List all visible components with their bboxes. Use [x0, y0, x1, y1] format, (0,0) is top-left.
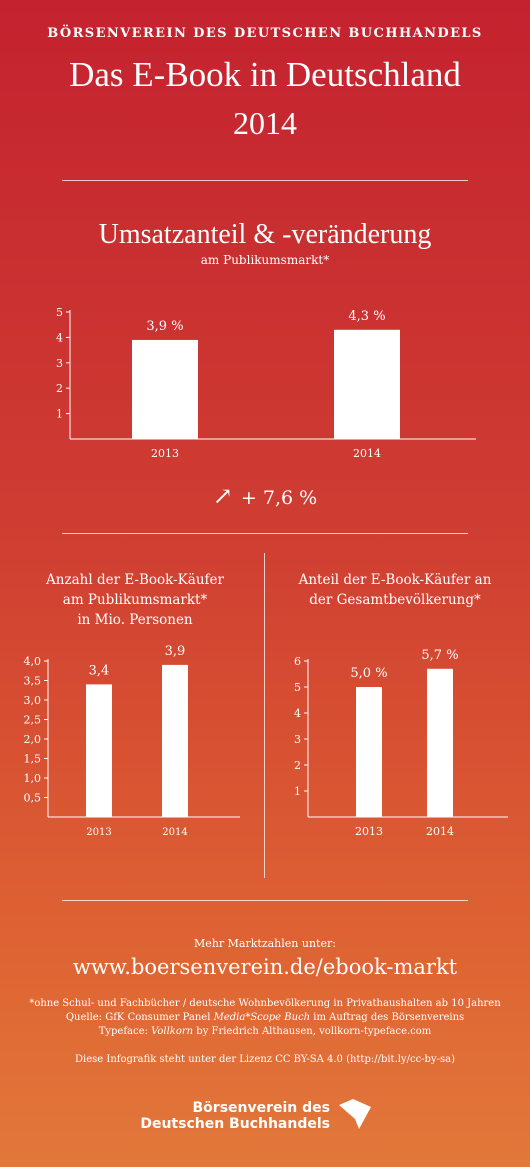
chart-buyers-count: 0,5 1,0 1,5 2,0 2,5 3,0 3,5 4,0 3,4 2013 3,9 2014 — [24, 644, 240, 838]
y-tick-label: 5 — [294, 681, 301, 694]
page-year: 2014 — [233, 105, 297, 141]
category-label: 2013 — [86, 827, 111, 838]
bar-2013 — [86, 684, 112, 817]
source-italic: Media*Scope Buch — [213, 1012, 311, 1023]
data-label: 5,0 % — [350, 666, 387, 681]
y-tick-label: 4 — [294, 707, 301, 720]
bar-2013 — [356, 687, 382, 817]
section-subtitle: am Publikumsmarkt* — [200, 253, 330, 267]
typeface-suffix: by Friedrich Althausen, vollkorn-typefac… — [193, 1026, 432, 1037]
y-tick-label: 4,0 — [24, 655, 42, 668]
divider-top — [62, 180, 468, 181]
panel-right-title-line-2: der Gesamtbevölkerung* — [309, 592, 481, 608]
typeface-prefix: Typeface: — [98, 1026, 152, 1037]
y-tick-label: 1,0 — [24, 772, 42, 785]
panel-right-title: Anteil der E-Book-Käufer an der Gesamtbe… — [275, 570, 515, 610]
divider-vertical — [264, 553, 265, 878]
footnote: *ohne Schul- und Fachbücher / deutsche W… — [29, 998, 501, 1009]
panel-left-title-line-3: in Mio. Personen — [77, 612, 193, 628]
data-label: 3,9 % — [146, 319, 183, 334]
y-tick-label: 4 — [56, 331, 63, 344]
panel-left-title-line-2: am Publikumsmarkt* — [62, 592, 208, 608]
more-data-label: Mehr Marktzahlen unter: — [194, 937, 336, 950]
logo-text: Börsenverein des Deutschen Buchhandels — [140, 1100, 330, 1132]
section-title: Umsatzanteil & -veränderung — [98, 219, 432, 250]
category-label: 2013 — [355, 825, 383, 838]
bar-2014 — [334, 329, 400, 439]
y-tick-label: 0,5 — [24, 792, 42, 805]
chart-buyers-share: 1 2 3 4 5 6 5,0 % 2013 5,7 % 2014 — [294, 648, 508, 838]
bar-2013 — [132, 339, 198, 439]
bar-2014 — [427, 668, 453, 817]
category-label: 2014 — [353, 447, 381, 460]
typeface-italic: Vollkorn — [151, 1026, 194, 1037]
logo-line-2: Deutschen Buchhandels — [140, 1116, 330, 1132]
category-label: 2014 — [162, 827, 187, 838]
change-value: + 7,6 % — [240, 487, 318, 509]
divider-bottom — [62, 900, 468, 901]
y-tick-label: 3,5 — [24, 675, 42, 688]
y-tick-label: 3,0 — [24, 694, 42, 707]
data-label: 3,4 — [89, 663, 110, 678]
y-tick-label: 6 — [294, 655, 301, 668]
y-tick-label: 5 — [56, 306, 63, 319]
source-suffix: im Auftrag des Börsenvereins — [310, 1012, 465, 1023]
change-indicator: ↗ + 7,6 % — [0, 482, 530, 510]
source-line: Quelle: GfK Consumer Panel Media*Scope B… — [0, 1011, 530, 1025]
panel-right-title-line-1: Anteil der E-Book-Käufer an — [298, 572, 492, 588]
typeface-line: Typeface: Vollkorn by Friedrich Althause… — [0, 1025, 530, 1039]
y-tick-label: 1 — [294, 785, 301, 798]
bar-2014 — [162, 664, 188, 817]
data-label: 3,9 — [165, 644, 186, 659]
license-line: Diese Infografik steht unter der Lizenz … — [75, 1054, 455, 1065]
data-label: 4,3 % — [348, 309, 385, 324]
divider-middle — [62, 533, 468, 534]
y-tick-label: 1 — [56, 408, 63, 421]
y-tick-label: 3 — [56, 357, 63, 370]
source-prefix: Quelle: GfK Consumer Panel — [65, 1012, 214, 1023]
book-logo-icon — [339, 1099, 371, 1129]
website-link[interactable]: www.boersenverein.de/ebook-markt — [72, 955, 458, 979]
category-label: 2014 — [426, 825, 454, 838]
y-tick-label: 2 — [294, 759, 301, 772]
y-tick-label: 2,5 — [24, 714, 42, 727]
y-tick-label: 2 — [56, 382, 63, 395]
category-label: 2013 — [151, 447, 179, 460]
y-tick-label: 3 — [294, 733, 301, 746]
data-label: 5,7 % — [421, 648, 458, 663]
page-title: Das E-Book in Deutschland — [69, 55, 461, 94]
chart-revenue-share: 1 2 3 4 5 3,9 % 2013 4,3 % 2014 — [56, 306, 476, 460]
panel-left-title-line-1: Anzahl der E-Book-Käufer — [46, 572, 224, 588]
y-tick-label: 1,5 — [24, 753, 42, 766]
arrow-up-right-icon: ↗ — [212, 482, 233, 510]
panel-left-title: Anzahl der E-Book-Käufer am Publikumsmar… — [20, 570, 250, 630]
organization-name: BÖRSENVEREIN DES DEUTSCHEN BUCHHANDELS — [47, 26, 483, 41]
y-tick-label: 2,0 — [24, 733, 42, 746]
logo-line-1: Börsenverein des — [192, 1100, 331, 1116]
